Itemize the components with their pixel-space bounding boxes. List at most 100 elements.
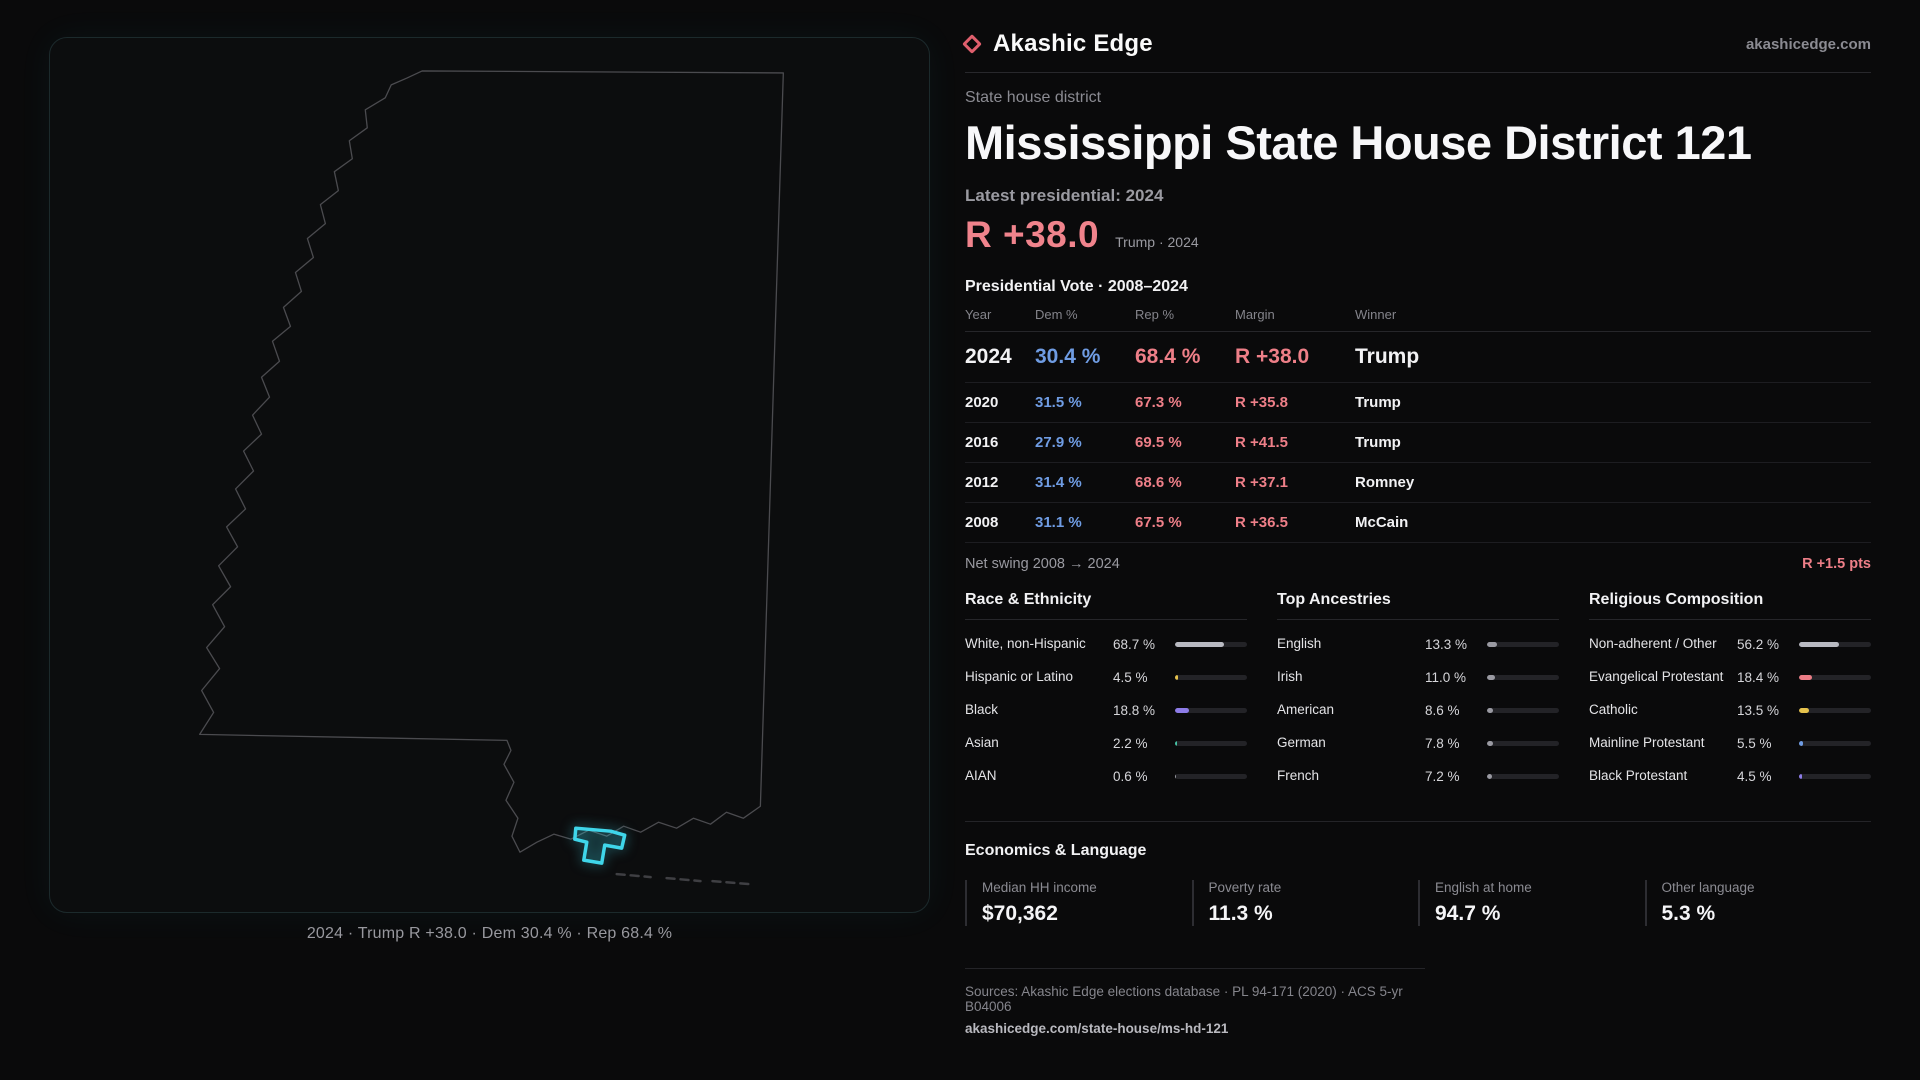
stat-value: 11.3 % [1208, 902, 1273, 925]
district-report: Akashic Edge akashicedge.com State house… [962, 30, 1871, 1038]
demo-value: 13.5 % [1737, 703, 1780, 718]
col-rep: Rep % [1135, 307, 1175, 322]
demo-bar-fill [1175, 708, 1189, 713]
vote-table-row: 2012 31.4 % 68.6 % R +37.1 Romney [965, 463, 1871, 503]
stat-label: Other language [1661, 880, 1755, 895]
economics-section: Economics & Language Median HH income $7… [965, 821, 1871, 926]
stat-block: Other language 5.3 % [1644, 880, 1872, 926]
demo-bar-track [1799, 774, 1871, 779]
demographic-row: Mainline Protestant 5.5 % [1589, 727, 1871, 760]
cell-year: 2024 [965, 345, 1012, 368]
demo-label: German [1277, 735, 1326, 751]
demo-label: American [1277, 702, 1335, 718]
col-dem: Dem % [1035, 307, 1078, 322]
cell-rep: 69.5 % [1135, 434, 1182, 451]
cell-winner: Romney [1355, 474, 1415, 491]
cell-rep: 67.3 % [1135, 394, 1182, 411]
demo-bar-fill [1487, 642, 1497, 647]
demo-bar-track [1487, 741, 1559, 746]
demo-value: 5.5 % [1737, 736, 1772, 751]
demo-label: Evangelical Protestant [1589, 669, 1724, 685]
stat-label: English at home [1435, 880, 1532, 895]
stat-block: Median HH income $70,362 [965, 880, 1192, 926]
site-link[interactable]: akashicedge.com [1745, 35, 1871, 53]
demo-bar-track [1487, 642, 1559, 647]
demographic-row: Black 18.8 % [965, 694, 1247, 727]
section-title: Religious Composition [1589, 591, 1871, 620]
religion-column: Religious Composition Non-adherent / Oth… [1589, 591, 1871, 793]
demo-bar-track [1175, 741, 1247, 746]
demographic-row: Asian 2.2 % [965, 727, 1247, 760]
demo-value: 4.5 % [1737, 769, 1772, 784]
cell-dem: 31.1 % [1035, 514, 1082, 531]
vote-table-row: 2020 31.5 % 67.3 % R +35.8 Trump [965, 383, 1871, 423]
district-map-panel [49, 37, 930, 913]
cell-margin: R +41.5 [1235, 434, 1288, 451]
cell-winner: McCain [1355, 514, 1409, 531]
diamond-logo-icon [962, 34, 982, 54]
cell-rep: 68.4 % [1135, 345, 1201, 368]
col-winner: Winner [1355, 307, 1397, 322]
demographic-row: French 7.2 % [1277, 760, 1559, 793]
stat-label: Poverty rate [1208, 880, 1282, 895]
stat-label: Median HH income [982, 880, 1097, 895]
demo-bar-track [1175, 642, 1247, 647]
stat-block: Poverty rate 11.3 % [1191, 880, 1419, 926]
stat-value: 5.3 % [1661, 902, 1716, 925]
demographic-row: American 8.6 % [1277, 694, 1559, 727]
cell-rep: 67.5 % [1135, 514, 1182, 531]
section-title: Race & Ethnicity [965, 591, 1247, 620]
demo-bar-fill [1799, 642, 1840, 647]
demo-bar-fill [1799, 741, 1803, 746]
demographic-row: German 7.8 % [1277, 727, 1559, 760]
demo-value: 18.8 % [1113, 703, 1156, 718]
demo-bar-fill [1799, 675, 1813, 680]
vote-table-title: Presidential Vote · 2008–2024 [965, 278, 1188, 295]
demo-label: Mainline Protestant [1589, 735, 1705, 751]
demo-label: Catholic [1589, 702, 1638, 718]
demo-value: 68.7 % [1113, 637, 1156, 652]
demo-bar-track [1799, 708, 1871, 713]
demo-value: 8.6 % [1425, 703, 1460, 718]
page-footer: Sources: Akashic Edge elections database… [965, 968, 1425, 1038]
demo-label: Asian [965, 735, 999, 751]
net-swing-value: R +1.5 pts [1802, 556, 1871, 572]
demographic-row: Non-adherent / Other 56.2 % [1589, 628, 1871, 661]
demo-label: White, non-Hispanic [965, 636, 1086, 652]
page-title: Mississippi State House District 121 [965, 116, 1752, 169]
footer-sources: Sources: Akashic Edge elections database… [965, 984, 1403, 1014]
stat-value: $70,362 [982, 902, 1058, 925]
demo-value: 0.6 % [1113, 769, 1148, 784]
mississippi-map [199, 70, 784, 886]
demo-value: 4.5 % [1113, 670, 1148, 685]
cell-year: 2012 [965, 474, 999, 491]
cell-dem: 31.5 % [1035, 394, 1082, 411]
brand: Akashic Edge [962, 30, 1153, 58]
demographic-row: Hispanic or Latino 4.5 % [965, 661, 1247, 694]
brand-name: Akashic Edge [993, 30, 1153, 57]
demo-label: AIAN [965, 768, 997, 784]
cell-dem: 31.4 % [1035, 474, 1082, 491]
cell-year: 2016 [965, 434, 999, 451]
footer-permalink[interactable]: akashicedge.com/state-house/ms-hd-121 [965, 1021, 1229, 1036]
demo-bar-fill [1175, 741, 1177, 746]
cell-rep: 68.6 % [1135, 474, 1182, 491]
demo-label: Irish [1277, 669, 1303, 685]
demo-label: French [1277, 768, 1320, 784]
masthead: Akashic Edge akashicedge.com [962, 30, 1871, 73]
cell-dem: 30.4 % [1035, 345, 1101, 368]
demo-bar-track [1487, 708, 1559, 713]
demo-bar-track [1487, 774, 1559, 779]
section-title: Top Ancestries [1277, 591, 1559, 620]
net-swing-label: Net swing 2008 → 2024 [965, 556, 1120, 572]
cell-winner: Trump [1355, 345, 1420, 368]
demo-bar-fill [1487, 708, 1494, 713]
demographic-row: AIAN 0.6 % [965, 760, 1247, 793]
barrier-islands [615, 872, 750, 886]
headline-context: Trump · 2024 [1115, 234, 1199, 250]
demo-label: Black [965, 702, 999, 718]
cell-year: 2008 [965, 514, 999, 531]
vote-table-row: 2024 30.4 % 68.4 % R +38.0 Trump [965, 332, 1871, 383]
stat-value: 94.7 % [1435, 902, 1501, 925]
demo-value: 7.8 % [1425, 736, 1460, 751]
